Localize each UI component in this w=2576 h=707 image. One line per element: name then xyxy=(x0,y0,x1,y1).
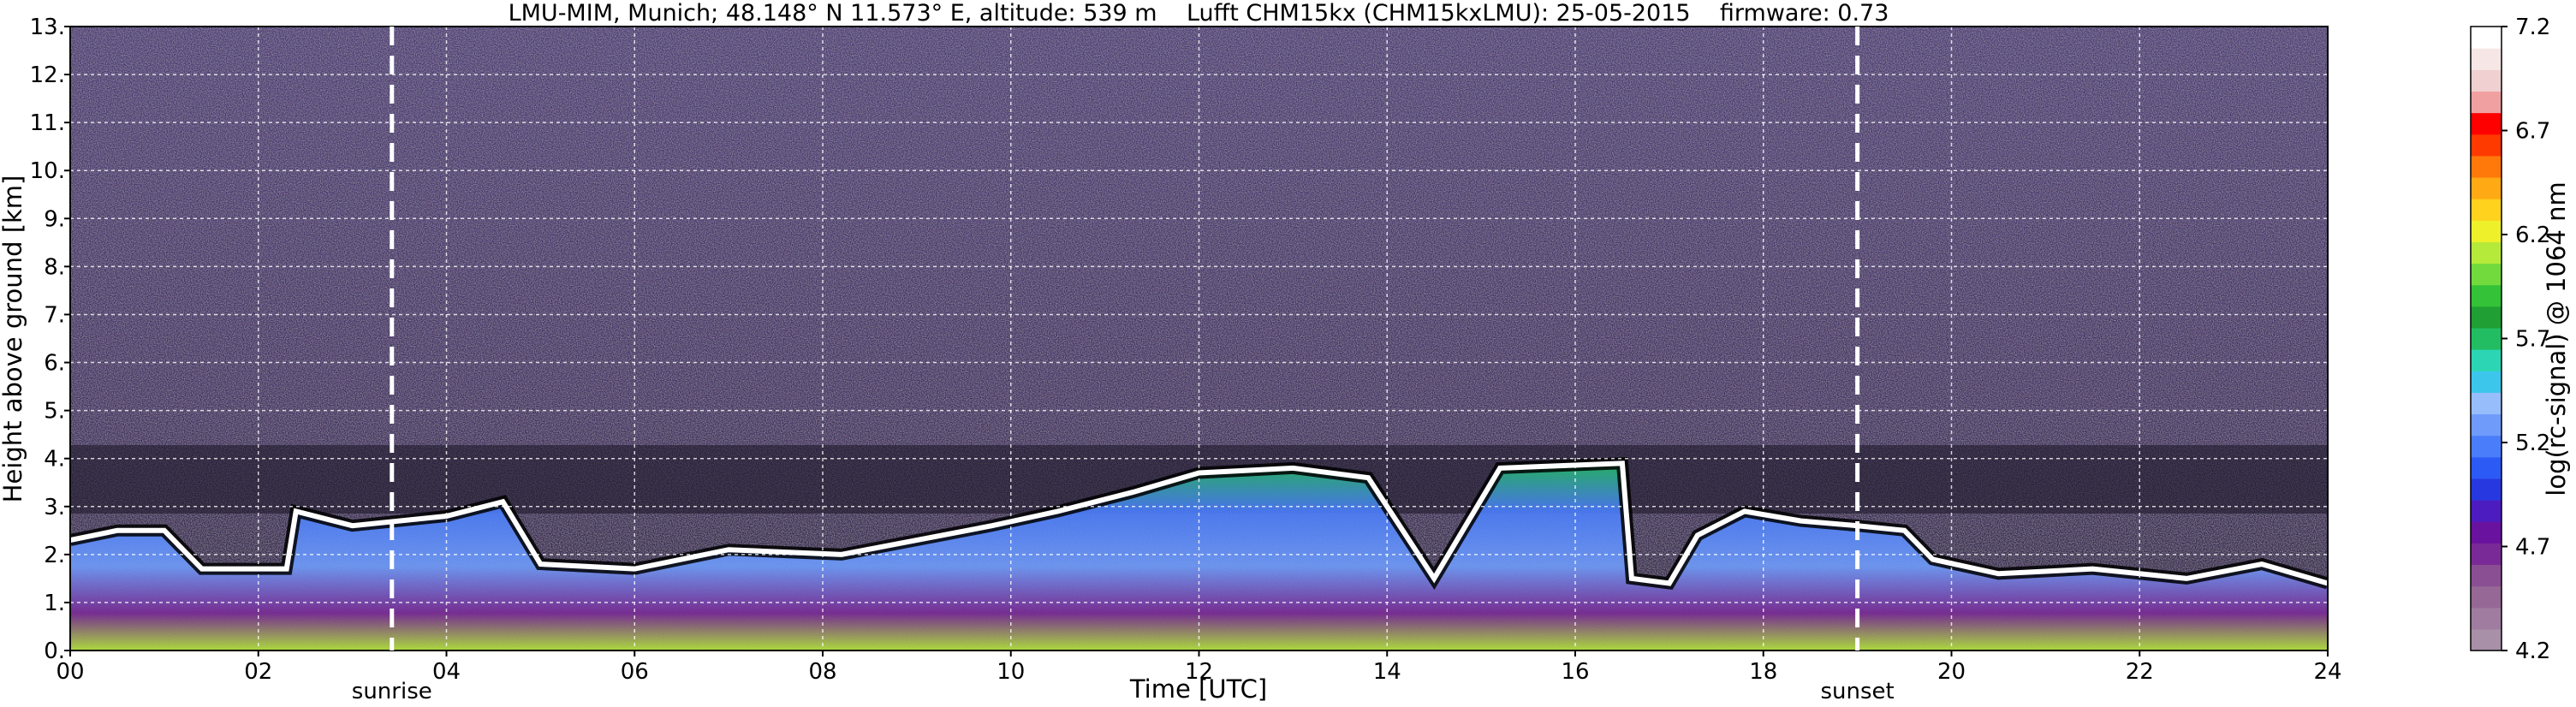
x-tick-label: 18 xyxy=(1749,659,1777,685)
x-tick-label: 20 xyxy=(1937,659,1966,685)
y-tick-label: 2. xyxy=(44,543,65,568)
colorbar-swatch xyxy=(2471,500,2502,522)
colorbar-swatch xyxy=(2471,392,2502,415)
x-tick-label: 24 xyxy=(2313,659,2341,685)
colorbar-tick-label: 5.2 xyxy=(2515,431,2550,456)
x-axis: 00 02 04 06 08 10 12 14 16 18 20 22 24 xyxy=(56,651,2342,685)
colorbar-swatch xyxy=(2471,48,2502,70)
colorbar-tick-label: 6.2 xyxy=(2515,223,2550,248)
x-tick-label: 06 xyxy=(621,659,649,685)
x-tick-label: 08 xyxy=(808,659,836,685)
colorbar-swatch xyxy=(2471,435,2502,458)
x-tick-label: 02 xyxy=(244,659,272,685)
colorbar-swatch xyxy=(2471,564,2502,587)
x-tick-label: 12 xyxy=(1185,659,1213,685)
colorbar-swatch xyxy=(2471,456,2502,479)
chart-title: LMU-MIM, Munich; 48.148° N 11.573° E, al… xyxy=(509,0,1889,27)
colorbar-swatch xyxy=(2471,199,2502,221)
colorbar-tick-label: 4.2 xyxy=(2515,639,2550,664)
y-tick-label: 4. xyxy=(44,447,65,472)
colorbar-swatch xyxy=(2471,91,2502,114)
y-axis-title: Height above ground [km] xyxy=(0,175,27,503)
sun-marker-label: sunrise xyxy=(352,679,432,704)
x-tick-label: 00 xyxy=(56,659,84,685)
colorbar-swatch xyxy=(2471,628,2502,651)
plot-area xyxy=(70,27,2328,651)
colorbar-swatch xyxy=(2471,585,2502,609)
x-tick-label: 16 xyxy=(1561,659,1589,685)
colorbar-swatch xyxy=(2471,176,2502,199)
colorbar-swatch xyxy=(2471,69,2502,92)
y-tick-label: 5. xyxy=(44,399,65,425)
colorbar-swatch xyxy=(2471,241,2502,264)
colorbar-swatch xyxy=(2471,371,2502,393)
colorbar-swatch xyxy=(2471,27,2502,49)
y-tick-label: 7. xyxy=(44,302,65,328)
colorbar-swatch xyxy=(2471,306,2502,329)
x-axis-title: Time [UTC] xyxy=(1129,674,1267,704)
x-tick-label: 14 xyxy=(1373,659,1401,685)
colorbar-swatch xyxy=(2471,327,2502,350)
y-tick-label: 12. xyxy=(30,62,65,88)
colorbar-label: log(rc-signal) @ 1064 nm xyxy=(2542,181,2571,496)
y-tick-label: 9. xyxy=(44,206,65,232)
y-tick-label: 13. xyxy=(30,15,65,40)
y-tick-label: 6. xyxy=(44,351,65,377)
colorbar-swatch xyxy=(2471,134,2502,157)
colorbar: 4.2 4.7 5.2 5.7 6.2 6.7 7.2 xyxy=(2470,15,2550,664)
colorbar-swatch xyxy=(2471,155,2502,178)
y-tick-label: 0. xyxy=(44,639,65,664)
layer-top-edge xyxy=(70,460,2328,586)
x-tick-label: 04 xyxy=(432,659,461,685)
colorbar-swatch xyxy=(2471,521,2502,544)
colorbar-swatch xyxy=(2471,284,2502,307)
colorbar-tick-label: 6.7 xyxy=(2515,119,2550,145)
colorbar-swatch xyxy=(2471,543,2502,566)
y-tick-label: 10. xyxy=(30,158,65,184)
colorbar-tick-label: 4.7 xyxy=(2515,535,2550,561)
colorbar-swatch xyxy=(2471,478,2502,501)
colorbar-swatch xyxy=(2471,607,2502,630)
colorbar-swatch xyxy=(2471,349,2502,371)
y-tick-label: 8. xyxy=(44,254,65,280)
colorbar-swatch xyxy=(2471,220,2502,242)
y-tick-label: 3. xyxy=(44,495,65,520)
y-axis: 0. 1. 2. 3. 4. 5. 6. 7. 8. 9. 10. 11. 12. 13. xyxy=(30,15,70,664)
y-tick-label: 11. xyxy=(30,110,65,136)
colorbar-swatch xyxy=(2471,112,2502,135)
colorbar-tick-label: 7.2 xyxy=(2515,15,2550,40)
sun-marker-label: sunset xyxy=(1821,679,1895,704)
colorbar-tick-label: 5.7 xyxy=(2515,327,2550,353)
x-tick-label: 22 xyxy=(2126,659,2154,685)
colorbar-swatch xyxy=(2471,263,2502,286)
y-tick-label: 1. xyxy=(44,591,65,616)
x-tick-label: 10 xyxy=(996,659,1025,685)
sun-markers: sunrise sunset xyxy=(352,27,1895,704)
colorbar-swatch xyxy=(2471,413,2502,437)
